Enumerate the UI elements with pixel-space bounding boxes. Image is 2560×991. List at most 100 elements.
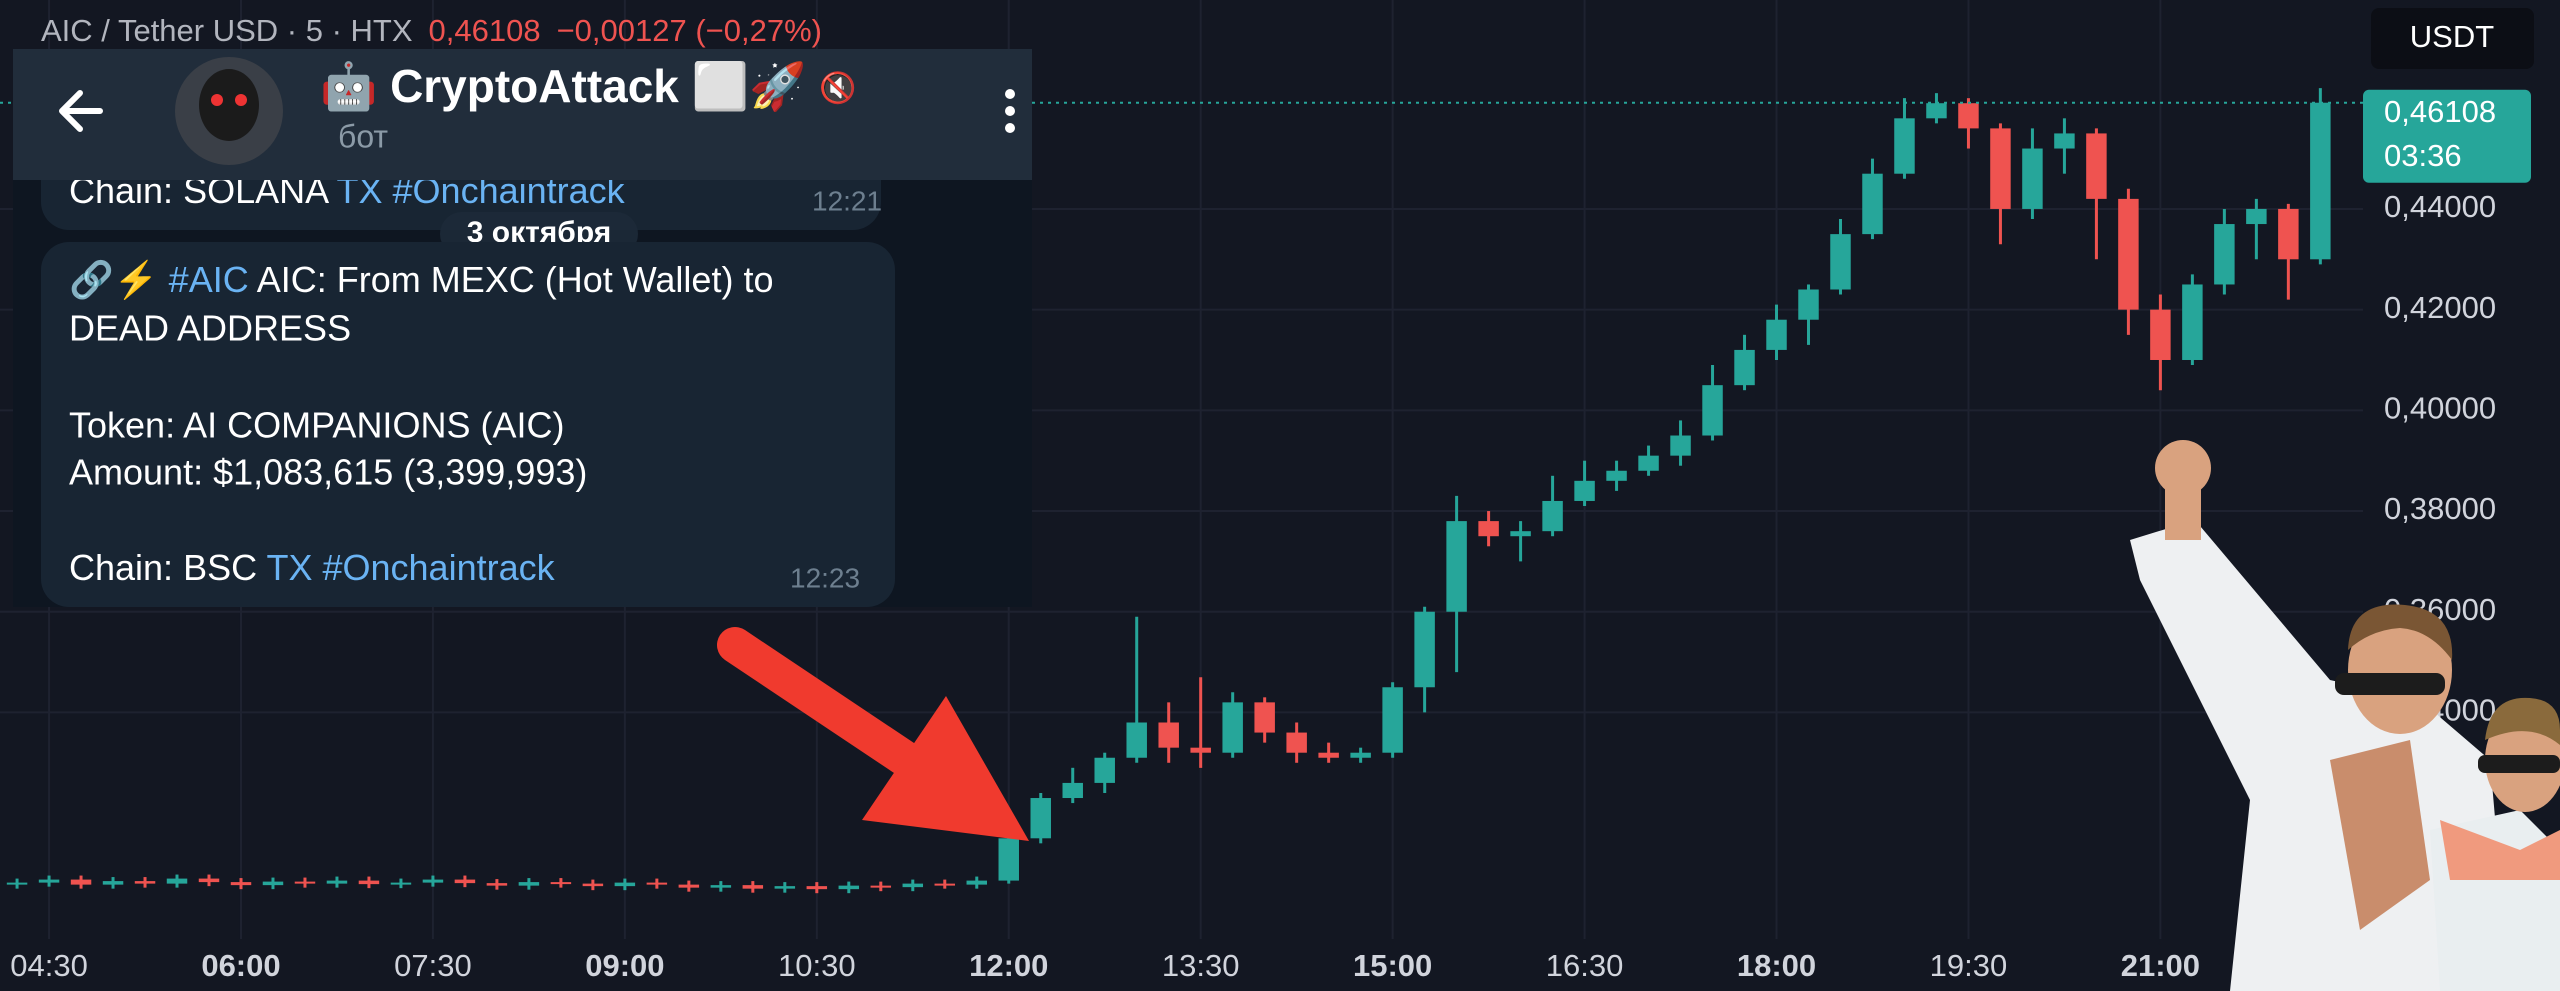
hair [2348, 604, 2453, 660]
chart-title: AIC / Tether USD · 5 · HTX [41, 13, 413, 48]
candle-body [1254, 702, 1275, 733]
title-emoji: ⬜🚀 [692, 60, 807, 113]
tx-link[interactable]: TX [266, 547, 312, 588]
back-button[interactable] [59, 90, 103, 132]
candle-body [2150, 309, 2171, 360]
arrow [717, 627, 1029, 841]
last-price-tag [2363, 89, 2531, 183]
candle-body [1158, 722, 1179, 748]
arrow-head [862, 696, 1029, 841]
candle-body [1478, 521, 1499, 537]
candle-body [2278, 208, 2299, 260]
y-tick-label: 0,38000 [2384, 491, 2496, 526]
x-tick-label: 18:00 [1737, 948, 1816, 983]
candle-body [1894, 118, 1915, 174]
message-line: DEAD ADDRESS [69, 308, 351, 349]
candle-body [486, 883, 508, 886]
candle-body [2246, 208, 2267, 225]
chat-name: CryptoAttack [390, 60, 679, 112]
currency-button[interactable] [2371, 8, 2534, 69]
candle-body [1734, 349, 1755, 386]
meme-image [2130, 440, 2560, 991]
hashtag[interactable]: #Onchaintrack [322, 547, 555, 588]
avatar-eye [211, 94, 223, 106]
candle-body [134, 881, 156, 884]
plot-area [0, 88, 2363, 894]
telegram-overlay: Chain: SOLANA TX #Onchaintrack 12:21 🤖 C… [13, 49, 1032, 607]
candle-body [646, 882, 668, 885]
avatar-face [199, 69, 259, 141]
candle-body [1798, 289, 1819, 320]
candle-body [390, 882, 412, 885]
candle-body [1702, 385, 1723, 436]
avatar-eye [235, 94, 247, 106]
candle-body [1062, 782, 1083, 799]
arrow-shaft [717, 627, 928, 780]
x-tick-label: 13:30 [1162, 948, 1240, 983]
sunglasses [2335, 673, 2445, 695]
x-tick-label: 04:30 [10, 948, 88, 983]
menu-dot[interactable] [1005, 106, 1015, 116]
chat-status: бот [338, 118, 388, 154]
candle-body [1446, 521, 1467, 612]
candle-body [838, 885, 860, 890]
x-tick-label: 06:00 [201, 948, 280, 983]
y-tick-label: 0,40000 [2384, 391, 2496, 426]
y-tick-label: 0,42000 [2384, 290, 2496, 325]
chat-title: 🤖 CryptoAttack ⬜🚀 🔇 [320, 60, 856, 113]
x-tick-label: 10:30 [778, 948, 856, 983]
muted-icon: 🔇 [819, 70, 856, 105]
candle-body [550, 882, 572, 885]
message-time: 12:21 [812, 185, 882, 216]
x-tick-label: 21:00 [2121, 948, 2200, 983]
candle-body [1286, 732, 1307, 753]
message-bubble [41, 242, 895, 607]
sweater [2440, 820, 2560, 880]
candle-body [1862, 173, 1883, 235]
countdown-label: 03:36 [2384, 138, 2462, 173]
candle-body [518, 882, 540, 886]
candle-body [1350, 752, 1371, 758]
candle-body [102, 881, 124, 885]
axes: 04:30 06:00 07:30 09:00 10:30 12:00 13:30 15:00… [10, 89, 2531, 983]
candle-body [1542, 500, 1563, 532]
x-tick-label: 15:00 [1353, 948, 1432, 983]
x-tick-label: 12:00 [969, 948, 1048, 983]
menu-dot[interactable] [1005, 89, 1015, 99]
candle-body [1510, 531, 1531, 537]
candle-body [1926, 103, 1947, 119]
message-line: Chain: BSC TX #Onchaintrack [69, 547, 556, 588]
candle-body [38, 879, 60, 883]
candle-body [1766, 319, 1787, 350]
hashtag[interactable]: #AIC [169, 259, 249, 300]
candle-body [326, 880, 348, 884]
candle-body [1094, 757, 1115, 783]
candle-body [966, 880, 988, 885]
candle-body [934, 883, 956, 886]
candle-body [902, 883, 924, 888]
candle-body [678, 884, 700, 888]
candle-body [870, 885, 892, 888]
chain: Chain: BSC [69, 547, 257, 588]
fist [2155, 440, 2211, 496]
candle-body [198, 878, 220, 883]
candle-body [2054, 133, 2075, 149]
candle-body [230, 882, 252, 886]
candle-body [1414, 611, 1435, 688]
message-line: Token: AI COMPANIONS (AIC) [69, 405, 564, 446]
menu-dot[interactable] [1005, 123, 1015, 133]
message-time: 12:23 [790, 562, 860, 593]
candle-body [1830, 234, 1851, 290]
candle-body [710, 885, 732, 888]
message-icons: 🔗⚡ [69, 258, 159, 301]
header-price: 0,46108 [429, 13, 541, 48]
candle-body [1030, 798, 1051, 839]
currency-label[interactable]: USDT [2410, 19, 2494, 54]
header-change: −0,00127 (−0,27%) [557, 13, 822, 48]
message-line: Amount: $1,083,615 (3,399,993) [69, 452, 587, 493]
candle-body [2214, 224, 2235, 285]
candle-body [1606, 470, 1627, 481]
x-tick-label: 09:00 [585, 948, 664, 983]
